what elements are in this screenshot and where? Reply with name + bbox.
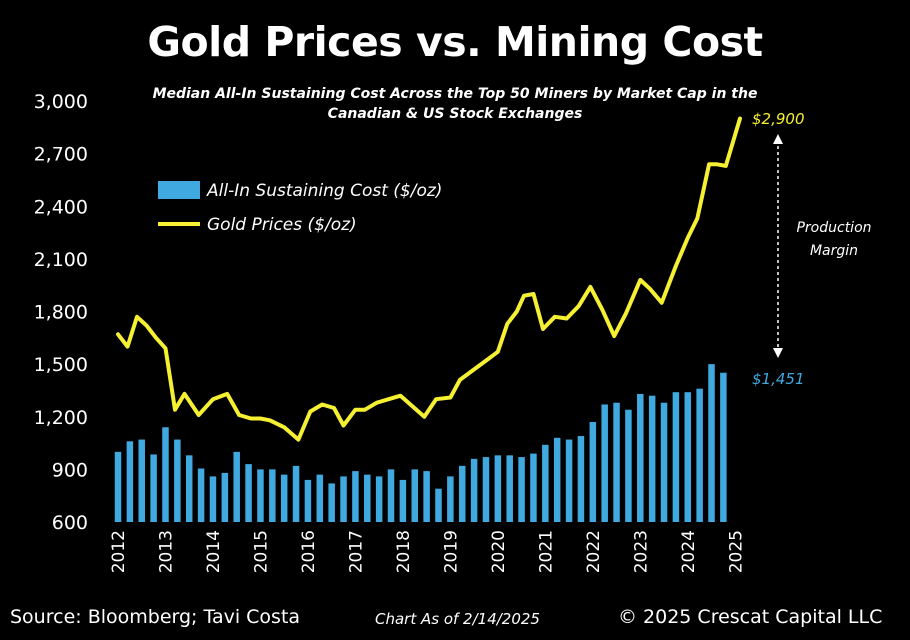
cost-bar [126,441,134,522]
x-tick-label: 2017 [346,530,366,573]
cost-bar [553,437,561,522]
x-tick-label: 2013 [156,530,176,573]
y-tick-label: 3,000 [34,91,88,113]
cost-bar [399,479,407,522]
cost-bar [482,457,490,522]
cost-bar [233,451,240,522]
chart-title: Gold Prices vs. Mining Cost [147,18,763,66]
x-tick-label: 2025 [726,530,746,573]
cost-bar [423,471,430,522]
x-tick-label: 2012 [109,530,129,573]
margin-arrow-head-up [773,134,783,144]
cost-bar [625,409,632,522]
cost-bar [672,392,680,522]
cost-bar [280,474,288,522]
cost-bar [601,404,608,522]
x-tick-label: 2021 [536,530,556,573]
cost-bar [530,453,537,522]
y-tick-label: 2,100 [34,249,88,271]
chart-subtitle: Median All-In Sustaining Cost Across the… [152,86,758,122]
cost-bar [257,469,264,522]
source-text: Source: Bloomberg; Tavi Costa [10,606,301,628]
cost-bar [162,427,169,522]
x-tick-label: 2019 [441,530,461,573]
cost-bar [328,483,335,522]
annotations: $2,900 $1,451 Production Margin [752,110,872,388]
cost-bar [494,455,502,522]
cost-bar [506,455,513,522]
copyright-text: © 2025 Crescat Capital LLC [618,606,883,628]
cost-bar [648,395,656,522]
legend-swatch-cost [158,181,200,199]
x-tick-label: 2023 [631,530,651,573]
cost-bar [197,468,205,522]
cost-bar [352,471,359,522]
y-axis: 600 900 1,200 1,500 1,800 2,100 2,400 2,700 3,00… [34,91,88,534]
x-tick-label: 2014 [204,530,224,573]
x-tick-label: 2018 [394,530,414,573]
cost-bar [209,476,217,522]
x-tick-label: 2022 [584,530,604,573]
cost-bar [245,464,252,522]
cost-bar [114,451,122,522]
cost-bar [292,465,300,522]
cost-bar [221,472,229,522]
cost-bar [447,476,454,522]
cost-bar [696,388,703,522]
cost-bar [577,436,585,522]
cost-bar [470,458,478,522]
cost-bar [458,465,466,522]
cost-bar [708,364,715,522]
gold-line [116,116,742,442]
margin-label-line1: Production [796,220,871,236]
cost-bar [565,439,573,522]
x-tick-label: 2020 [489,530,509,573]
margin-arrow-head-down [773,348,783,358]
y-tick-label: 600 [52,512,88,534]
cost-bar [316,474,324,522]
cost-bar [174,439,181,522]
x-tick-label: 2016 [299,530,319,573]
cost-bar [304,479,312,522]
cost-bar [613,402,620,522]
cost-bar [684,392,692,522]
cost-bar [660,402,668,522]
cost-bar [411,469,419,522]
cost-bar [185,455,193,522]
cost-bar [375,476,383,522]
gold-price-line [116,116,742,442]
cost-bar [542,444,549,522]
cost-bar [269,469,276,522]
y-tick-label: 1,800 [34,302,88,324]
legend: All-In Sustaining Cost ($/oz) Gold Prices… [158,181,442,235]
x-tick-label: 2015 [251,530,271,573]
cost-bar [720,372,727,522]
margin-label-line2: Margin [810,243,858,259]
y-tick-label: 900 [52,459,88,481]
y-tick-label: 2,400 [34,196,88,218]
legend-label: Gold Prices ($/oz) [207,215,357,235]
cost-bar [387,469,395,522]
cost-bar [435,488,442,522]
gold-end-label: $2,900 [752,110,805,128]
cost-bars [114,364,727,522]
cost-bar [589,422,597,522]
cost-bar [150,454,157,522]
x-axis: 2012 2013 2014 2015 2016 2017 2018 2019 2020 2021… [109,530,746,573]
x-tick-label: 2024 [679,530,699,573]
y-tick-label: 1,200 [34,407,88,429]
cost-bar [138,439,145,522]
as-of-text: Chart As of 2/14/2025 [375,610,540,628]
y-tick-label: 2,700 [34,144,88,166]
cost-bar [518,457,525,522]
legend-label: All-In Sustaining Cost ($/oz) [206,181,442,201]
y-tick-label: 1,500 [34,354,88,376]
cost-bar [637,393,644,522]
cost-bar [340,476,347,522]
cost-end-label: $1,451 [752,370,805,388]
cost-bar [364,474,371,522]
